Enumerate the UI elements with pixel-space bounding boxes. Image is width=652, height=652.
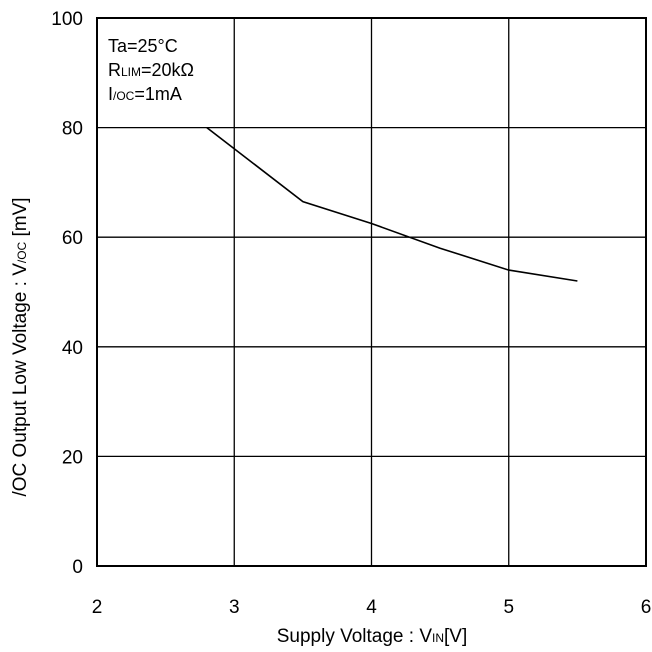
y-tick-label: 40 bbox=[62, 338, 83, 359]
annotation-current-value: =1mA bbox=[134, 84, 182, 104]
y-axis-title-main: /OC Output Low Voltage : V bbox=[10, 263, 31, 497]
annotation-current: I/OC=1mA bbox=[108, 84, 182, 104]
annotation-rlim: RLIM=20kΩ bbox=[108, 60, 194, 80]
annotation-current-subscript: /OC bbox=[113, 89, 135, 103]
y-tick-label: 80 bbox=[62, 119, 83, 140]
y-axis-title: /OC Output Low Voltage : V/OC [mV] bbox=[10, 197, 31, 496]
annotation-rlim-symbol: R bbox=[108, 60, 121, 80]
x-axis-title-subscript: IN bbox=[432, 631, 444, 645]
annotation-temperature: Ta=25°C bbox=[108, 36, 178, 56]
series-points bbox=[206, 127, 579, 282]
plot-area-frame bbox=[96, 17, 647, 567]
annotation-rlim-subscript: LIM bbox=[121, 65, 141, 79]
x-tick-label: 3 bbox=[229, 597, 240, 618]
y-axis-title-unit: [mV] bbox=[10, 197, 31, 241]
series-line bbox=[206, 126, 578, 282]
annotation-rlim-value: =20kΩ bbox=[141, 60, 194, 80]
annotation-current-symbol: I bbox=[108, 84, 113, 104]
x-axis-title-main: Supply Voltage : V bbox=[277, 626, 433, 647]
x-tick-label: 4 bbox=[366, 597, 377, 618]
x-tick-label: 6 bbox=[641, 597, 652, 618]
y-tick-labels: 0 20 40 60 80 100 bbox=[51, 9, 83, 578]
y-axis-title-subscript: /OC bbox=[15, 241, 29, 263]
y-tick-label: 0 bbox=[72, 557, 83, 578]
x-axis-title: Supply Voltage : VIN[V] bbox=[277, 626, 468, 647]
x-tick-labels: 2 3 4 5 6 bbox=[92, 597, 652, 618]
y-tick-label: 60 bbox=[62, 228, 83, 249]
y-tick-label: 100 bbox=[51, 9, 83, 30]
x-tick-label: 5 bbox=[503, 597, 514, 618]
x-tick-label: 2 bbox=[92, 597, 103, 618]
x-axis-title-unit: [V] bbox=[444, 626, 467, 647]
y-tick-label: 20 bbox=[62, 447, 83, 468]
